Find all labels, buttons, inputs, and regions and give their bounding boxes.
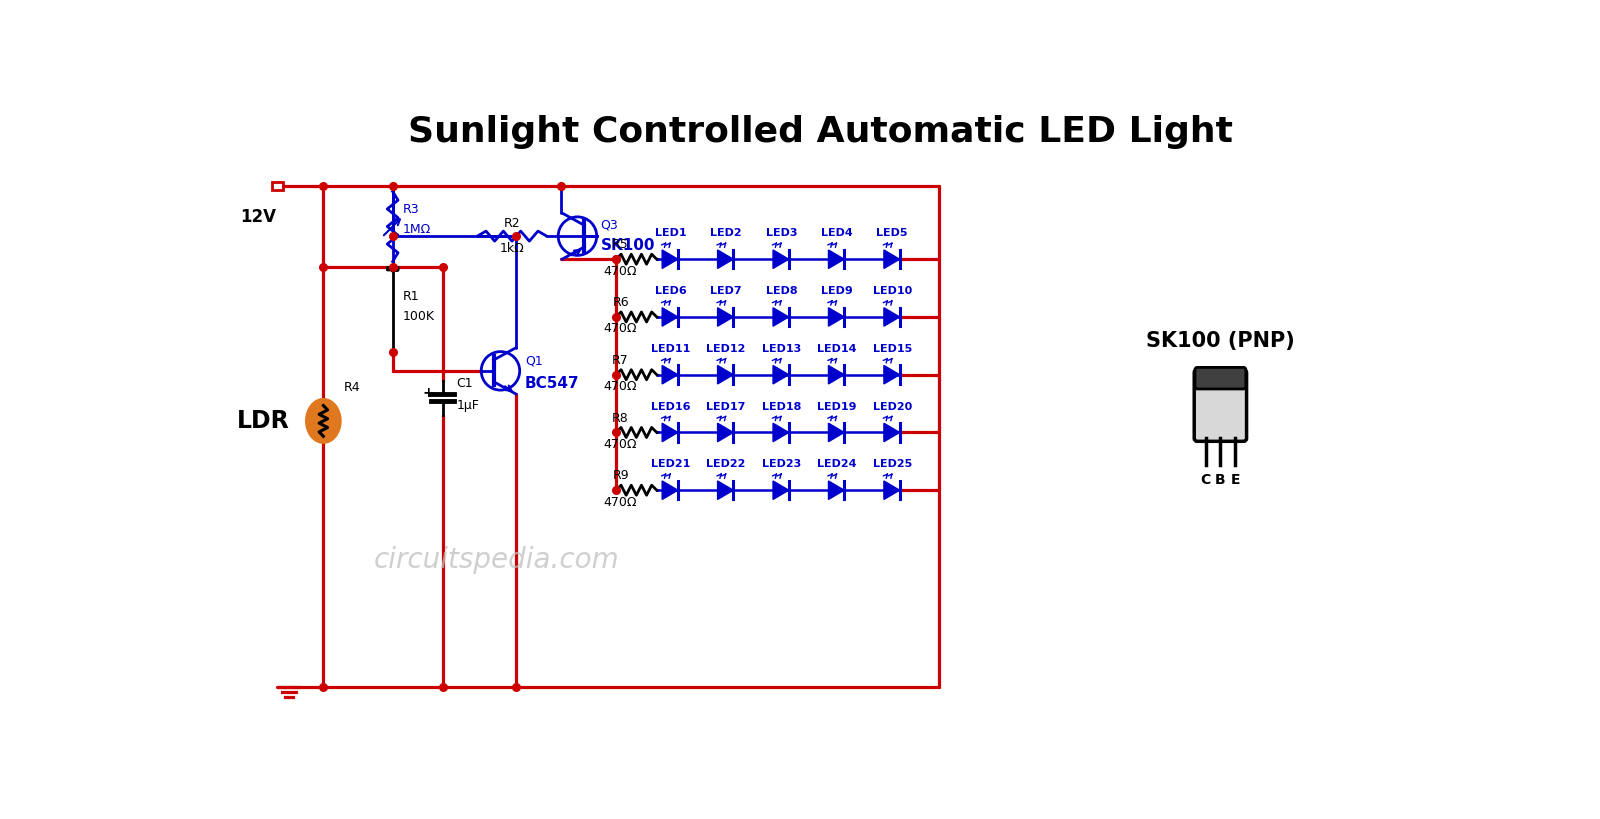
Polygon shape: [829, 481, 845, 500]
Polygon shape: [883, 423, 899, 441]
Text: Q1: Q1: [525, 355, 542, 368]
Text: LED21: LED21: [651, 459, 690, 469]
Polygon shape: [773, 308, 789, 326]
Text: LED24: LED24: [818, 459, 856, 469]
Polygon shape: [829, 308, 845, 326]
Text: 100K: 100K: [403, 310, 435, 323]
Bar: [272, 182, 283, 190]
Text: LED22: LED22: [706, 459, 746, 469]
Polygon shape: [717, 423, 733, 441]
Text: 12V: 12V: [240, 208, 275, 225]
Text: 1kΩ: 1kΩ: [499, 242, 525, 255]
Text: LED10: LED10: [872, 286, 912, 296]
Polygon shape: [829, 365, 845, 384]
Text: LED13: LED13: [762, 344, 802, 354]
Text: Q3: Q3: [600, 219, 618, 232]
Polygon shape: [662, 250, 678, 269]
Polygon shape: [773, 365, 789, 384]
Polygon shape: [662, 365, 678, 384]
Text: 470Ω: 470Ω: [603, 438, 637, 451]
Polygon shape: [717, 481, 733, 500]
Text: 1MΩ: 1MΩ: [403, 223, 430, 236]
Text: R5: R5: [613, 238, 629, 251]
Text: LED18: LED18: [762, 401, 802, 412]
Polygon shape: [829, 250, 845, 269]
Text: circuitspedia.com: circuitspedia.com: [374, 545, 619, 573]
Polygon shape: [662, 481, 678, 500]
Polygon shape: [883, 250, 899, 269]
Text: LED2: LED2: [710, 229, 742, 238]
FancyBboxPatch shape: [1195, 368, 1246, 389]
Text: R3: R3: [403, 202, 419, 215]
Text: 470Ω: 470Ω: [603, 380, 637, 393]
FancyBboxPatch shape: [1194, 369, 1246, 441]
Polygon shape: [883, 365, 899, 384]
Text: Sunlight Controlled Automatic LED Light: Sunlight Controlled Automatic LED Light: [408, 115, 1232, 149]
Polygon shape: [773, 481, 789, 500]
Text: LED11: LED11: [651, 344, 690, 354]
Text: BC547: BC547: [525, 376, 579, 391]
Polygon shape: [883, 481, 899, 500]
Text: LED3: LED3: [765, 229, 797, 238]
Text: 470Ω: 470Ω: [603, 323, 637, 335]
Text: LED6: LED6: [654, 286, 686, 296]
Polygon shape: [717, 250, 733, 269]
Text: 1μF: 1μF: [456, 399, 480, 412]
Text: LED4: LED4: [821, 229, 853, 238]
Text: LED19: LED19: [818, 401, 856, 412]
Text: LED15: LED15: [872, 344, 912, 354]
Polygon shape: [883, 308, 899, 326]
Text: LED7: LED7: [710, 286, 742, 296]
Text: C: C: [1200, 473, 1211, 486]
Text: SK100: SK100: [600, 238, 654, 253]
Text: R2: R2: [504, 217, 520, 230]
Text: LED17: LED17: [706, 401, 746, 412]
Text: R1: R1: [403, 290, 419, 303]
Text: LED8: LED8: [765, 286, 797, 296]
Text: C1: C1: [456, 377, 474, 390]
Ellipse shape: [307, 400, 341, 442]
Polygon shape: [662, 423, 678, 441]
Text: LED20: LED20: [872, 401, 912, 412]
Text: R9: R9: [613, 469, 629, 482]
Text: R7: R7: [613, 354, 629, 367]
Polygon shape: [773, 250, 789, 269]
Text: +: +: [422, 387, 434, 400]
Text: 470Ω: 470Ω: [603, 265, 637, 278]
Text: LED9: LED9: [821, 286, 853, 296]
Text: LED23: LED23: [762, 459, 802, 469]
Text: 470Ω: 470Ω: [603, 495, 637, 509]
Text: LED12: LED12: [706, 344, 746, 354]
Text: R4: R4: [344, 381, 360, 394]
Polygon shape: [773, 423, 789, 441]
Text: SK100 (PNP): SK100 (PNP): [1146, 331, 1294, 351]
Text: E: E: [1230, 473, 1240, 486]
Polygon shape: [717, 308, 733, 326]
Text: LED1: LED1: [654, 229, 686, 238]
Polygon shape: [829, 423, 845, 441]
Polygon shape: [717, 365, 733, 384]
Text: LED14: LED14: [818, 344, 856, 354]
Text: LDR: LDR: [237, 409, 290, 433]
Text: LED25: LED25: [872, 459, 912, 469]
Text: LED5: LED5: [877, 229, 907, 238]
Text: B: B: [1214, 473, 1226, 486]
Text: LED16: LED16: [651, 401, 690, 412]
Polygon shape: [662, 308, 678, 326]
Text: R8: R8: [613, 412, 629, 425]
Text: R6: R6: [613, 296, 629, 310]
